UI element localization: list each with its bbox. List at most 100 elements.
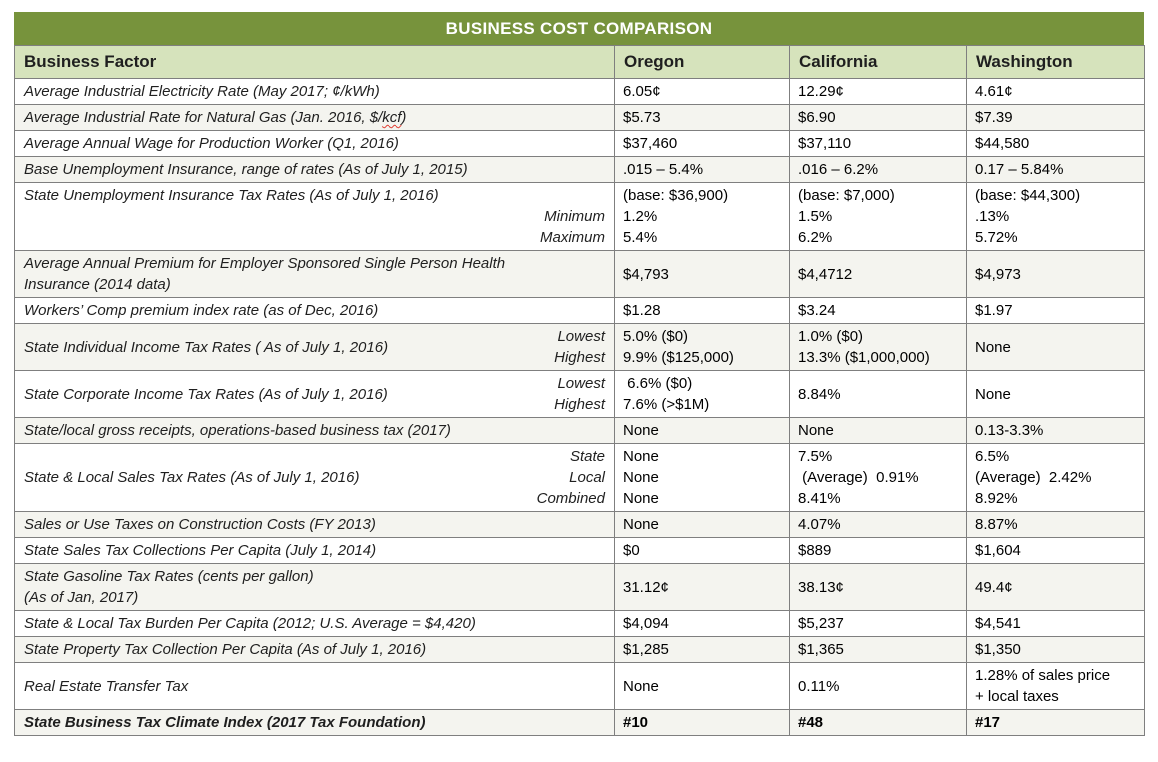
header-row: Business Factor Oregon California Washin… (14, 45, 1145, 79)
factor-cell: Sales or Use Taxes on Construction Costs… (14, 511, 615, 538)
factor-cell: Real Estate Transfer Tax (14, 662, 615, 710)
factor-cell: Workers’ Comp premium index rate (as of … (14, 297, 615, 324)
value-cell-california: None (789, 417, 967, 444)
value-cell-california: 12.29¢ (789, 78, 967, 105)
factor-label: Workers’ Comp premium index rate (as of … (24, 302, 379, 319)
factor-label: Average Annual Premium for Employer Spon… (24, 255, 506, 293)
value-cell-california: $6.90 (789, 104, 967, 131)
factor-sub-labels: Lowest Highest (554, 328, 605, 366)
value-cell-oregon: $0 (614, 537, 790, 564)
column-header-washington: Washington (966, 45, 1145, 79)
value-cell-california: 1.0% ($0) 13.3% ($1,000,000) (789, 323, 967, 371)
value-cell-oregon: 6.6% ($0) 7.6% (>$1M) (614, 370, 790, 418)
factor-cell: Average Annual Wage for Production Worke… (14, 130, 615, 157)
table-row: State Corporate Income Tax Rates (As of … (14, 370, 1145, 418)
factor-label: State/local gross receipts, operations-b… (24, 422, 451, 439)
value-cell-california: $5,237 (789, 610, 967, 637)
factor-cell: State Property Tax Collection Per Capita… (14, 636, 615, 663)
table-row: State/local gross receipts, operations-b… (14, 417, 1145, 444)
factor-cell: State Unemployment Insurance Tax Rates (… (14, 182, 615, 251)
value-cell-washington: $7.39 (966, 104, 1145, 131)
factor-cell: State Sales Tax Collections Per Capita (… (14, 537, 615, 564)
factor-sub-labels: Minimum Maximum (539, 208, 605, 246)
value-cell-washington: 0.17 – 5.84% (966, 156, 1145, 183)
value-cell-oregon: $5.73 (614, 104, 790, 131)
value-cell-washington: None (966, 370, 1145, 418)
value-cell-oregon: .015 – 5.4% (614, 156, 790, 183)
value-cell-california: 8.84% (789, 370, 967, 418)
factor-cell: Base Unemployment Insurance, range of ra… (14, 156, 615, 183)
table-title: BUSINESS COST COMPARISON (14, 12, 1144, 45)
value-cell-washington: 6.5% (Average) 2.42% 8.92% (966, 443, 1145, 512)
table-row: State Unemployment Insurance Tax Rates (… (14, 182, 1145, 251)
factor-label: Real Estate Transfer Tax (24, 677, 189, 695)
value-cell-california: $889 (789, 537, 967, 564)
table-row: Average Industrial Electricity Rate (May… (14, 78, 1145, 105)
value-cell-california: $1,365 (789, 636, 967, 663)
value-cell-california: (base: $7,000) 1.5% 6.2% (789, 182, 967, 251)
factor-cell: Average Industrial Electricity Rate (May… (14, 78, 615, 105)
table-row: Average Annual Wage for Production Worke… (14, 130, 1145, 157)
value-cell-oregon: $37,460 (614, 130, 790, 157)
factor-cell: State & Local Tax Burden Per Capita (201… (14, 610, 615, 637)
value-cell-washington: $44,580 (966, 130, 1145, 157)
column-header-oregon: Oregon (614, 45, 790, 79)
factor-cell: Average Industrial Rate for Natural Gas … (14, 104, 615, 131)
value-cell-oregon: $1,285 (614, 636, 790, 663)
value-cell-washington: None (966, 323, 1145, 371)
value-cell-oregon: $4,793 (614, 250, 790, 298)
factor-cell: State/local gross receipts, operations-b… (14, 417, 615, 444)
value-cell-california: .016 – 6.2% (789, 156, 967, 183)
table-row: State Business Tax Climate Index (2017 T… (14, 709, 1145, 736)
value-cell-california: 38.13¢ (789, 563, 967, 611)
factor-cell: State Individual Income Tax Rates ( As o… (14, 323, 615, 371)
table-row: State & Local Tax Burden Per Capita (201… (14, 610, 1145, 637)
value-cell-california: $3.24 (789, 297, 967, 324)
table-row: State Individual Income Tax Rates ( As o… (14, 323, 1145, 371)
factor-label: Average Annual Wage for Production Worke… (24, 135, 399, 152)
factor-label: State & Local Tax Burden Per Capita (201… (24, 615, 476, 632)
factor-sub-labels: Lowest Highest (554, 375, 605, 413)
spellcheck-squiggle: kcf (382, 109, 402, 126)
value-cell-oregon: $4,094 (614, 610, 790, 637)
factor-cell: State Business Tax Climate Index (2017 T… (14, 709, 615, 736)
factor-label: State & Local Sales Tax Rates (As of Jul… (24, 469, 360, 486)
value-cell-oregon: 5.0% ($0) 9.9% ($125,000) (614, 323, 790, 371)
value-cell-oregon: #10 (614, 709, 790, 736)
factor-label: State Unemployment Insurance Tax Rates (… (24, 187, 439, 204)
value-cell-oregon: None (614, 662, 790, 710)
factor-label: Average Industrial Rate for Natural Gas … (24, 109, 407, 126)
value-cell-washington: 4.61¢ (966, 78, 1145, 105)
value-cell-oregon: None None None (614, 443, 790, 512)
value-cell-washington: 0.13-3.3% (966, 417, 1145, 444)
value-cell-california: 4.07% (789, 511, 967, 538)
table-row: Average Industrial Rate for Natural Gas … (14, 104, 1145, 131)
factor-label: Average Industrial Electricity Rate (May… (24, 83, 380, 100)
value-cell-oregon: $1.28 (614, 297, 790, 324)
table-row: Workers’ Comp premium index rate (as of … (14, 297, 1145, 324)
value-cell-california: $37,110 (789, 130, 967, 157)
value-cell-washington: $4,541 (966, 610, 1145, 637)
factor-label: Base Unemployment Insurance, range of ra… (24, 161, 468, 178)
value-cell-oregon: (base: $36,900) 1.2% 5.4% (614, 182, 790, 251)
factor-cell: State & Local Sales Tax Rates (As of Jul… (14, 443, 615, 512)
value-cell-washington: $1,350 (966, 636, 1145, 663)
value-cell-washington: $1.97 (966, 297, 1145, 324)
value-cell-washington: 8.87% (966, 511, 1145, 538)
factor-label: State Sales Tax Collections Per Capita (… (24, 542, 377, 559)
value-cell-california: $4,4712 (789, 250, 967, 298)
value-cell-oregon: 31.12¢ (614, 563, 790, 611)
factor-label: State Gasoline Tax Rates (cents per gall… (24, 568, 314, 606)
table-row: State & Local Sales Tax Rates (As of Jul… (14, 443, 1145, 512)
value-cell-california: #48 (789, 709, 967, 736)
value-cell-washington: #17 (966, 709, 1145, 736)
comparison-table: Business Factor Oregon California Washin… (14, 45, 1145, 736)
table-row: Real Estate Transfer Tax None 0.11% 1.28% o… (14, 662, 1145, 710)
factor-label: State Business Tax Climate Index (2017 T… (24, 714, 426, 731)
value-cell-oregon: None (614, 417, 790, 444)
value-cell-washington: (base: $44,300) .13% 5.72% (966, 182, 1145, 251)
factor-cell: State Corporate Income Tax Rates (As of … (14, 370, 615, 418)
factor-label: Sales or Use Taxes on Construction Costs… (24, 516, 376, 533)
factor-label: State Property Tax Collection Per Capita… (24, 641, 427, 658)
